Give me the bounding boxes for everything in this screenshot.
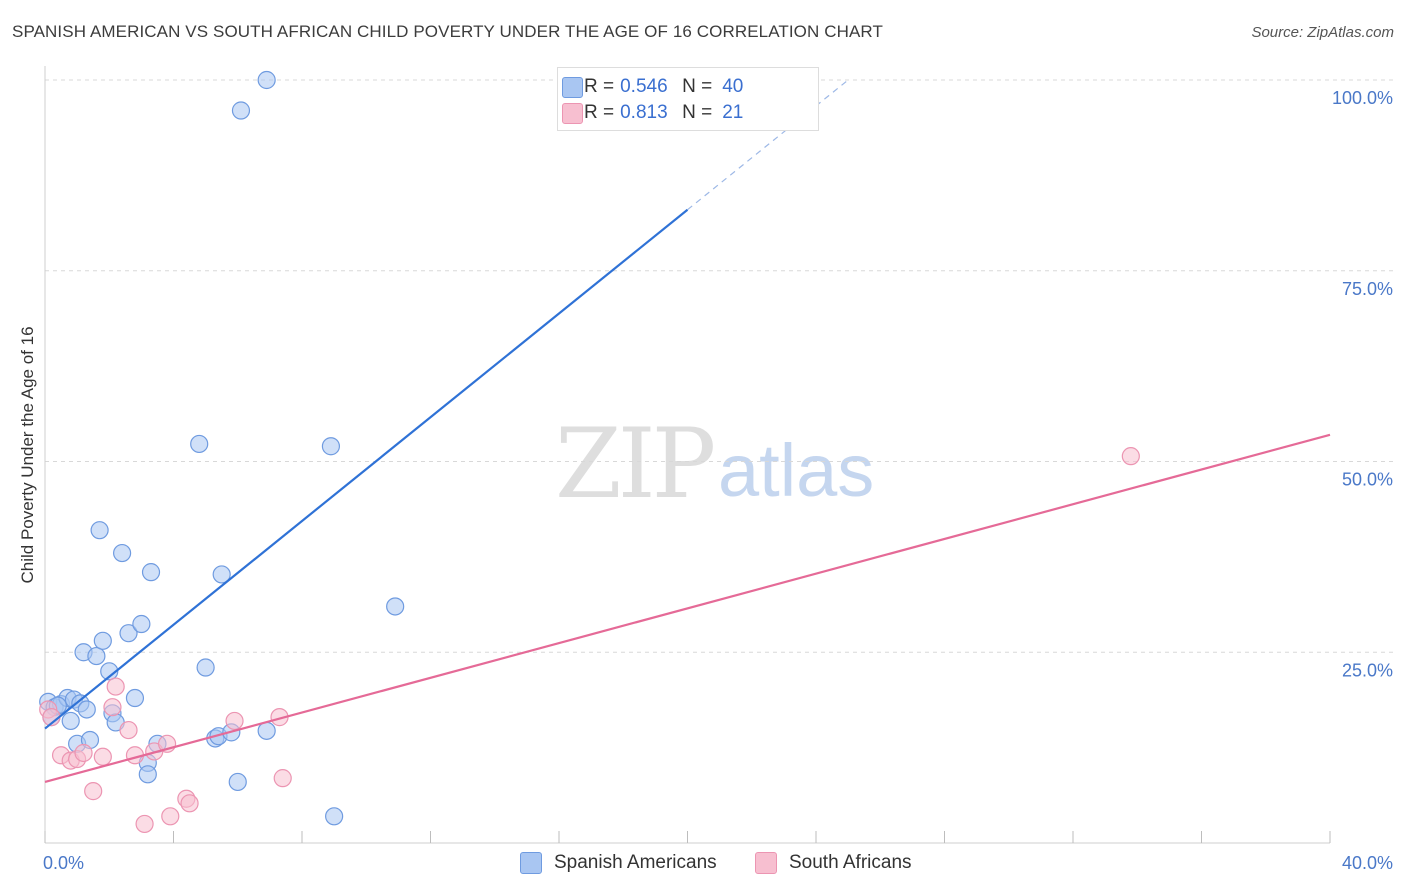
point-spanish-american — [100, 662, 119, 681]
point-spanish-american — [257, 70, 276, 90]
point-south-african — [180, 794, 199, 813]
point-south-african — [106, 677, 125, 696]
legend-row-spanish: R = 0.546 N = 40 — [562, 74, 744, 100]
point-south-african — [1121, 447, 1140, 466]
y-tick-label: 75.0% — [1342, 279, 1393, 299]
point-spanish-american — [93, 631, 112, 650]
chart-title: SPANISH AMERICAN VS SOUTH AFRICAN CHILD … — [12, 22, 883, 41]
point-spanish-american — [112, 543, 132, 563]
y-tick-label: 50.0% — [1342, 470, 1393, 490]
point-spanish-american — [90, 521, 109, 540]
point-south-african — [119, 720, 138, 740]
point-south-african — [74, 743, 93, 763]
point-spanish-american — [132, 614, 151, 634]
legend-swatch-spanish — [520, 852, 542, 874]
point-south-african — [103, 698, 122, 717]
legend-item-south[interactable]: South Africans — [755, 852, 912, 874]
source-label: Source: ZipAtlas.com — [1251, 24, 1394, 41]
y-tick-label: 25.0% — [1342, 660, 1393, 680]
stats-legend: R = 0.546 N = 40 R = 0.813 N = 21 — [557, 67, 819, 131]
legend-r-value: 0.546 — [620, 76, 668, 97]
point-spanish-american — [228, 772, 247, 792]
point-spanish-american — [119, 624, 138, 643]
point-spanish-american — [196, 658, 215, 677]
point-spanish-american — [87, 646, 106, 666]
point-spanish-american — [141, 563, 161, 582]
legend-swatch-south — [562, 103, 583, 124]
legend-swatch-south — [755, 852, 777, 874]
point-spanish-american — [61, 711, 80, 731]
legend-r-label: R = — [584, 102, 615, 123]
point-spanish-american — [125, 688, 145, 708]
point-south-african — [273, 769, 292, 788]
legend-n-value: 40 — [722, 76, 744, 97]
trendline-spanish-american — [44, 208, 689, 730]
series-legend: Spanish Americans South Africans — [0, 852, 1406, 878]
trendline-south-african — [44, 433, 1331, 784]
legend-label-south: South Africans — [789, 852, 912, 873]
point-spanish-american — [212, 565, 231, 584]
legend-row-south: R = 0.813 N = 21 — [562, 100, 744, 126]
point-spanish-american — [386, 597, 405, 616]
point-spanish-american — [257, 721, 276, 740]
legend-n-label: N = — [682, 76, 713, 97]
point-spanish-american — [77, 700, 96, 719]
legend-n-value: 21 — [722, 102, 744, 123]
trendline-spanish-american-extension — [687, 79, 849, 211]
legend-r-value: 0.813 — [620, 102, 668, 123]
point-south-african — [161, 807, 180, 826]
x-tick-label: 40.0% — [1342, 853, 1393, 873]
watermark-zip: ZIP — [555, 408, 716, 520]
legend-swatch-spanish — [562, 77, 583, 98]
point-spanish-american — [231, 101, 251, 120]
point-south-african — [93, 747, 112, 766]
x-tick-label: 0.0% — [43, 853, 84, 873]
point-south-african — [84, 782, 103, 801]
point-spanish-american — [138, 765, 157, 784]
point-spanish-american — [325, 807, 344, 826]
legend-r-label: R = — [584, 76, 615, 97]
legend-n-label: N = — [682, 102, 713, 123]
legend-item-spanish[interactable]: Spanish Americans — [520, 852, 717, 874]
point-south-african — [135, 814, 154, 834]
watermark-atlas: atlas — [718, 429, 875, 512]
legend-label-spanish: Spanish Americans — [554, 852, 717, 873]
y-tick-label: 100.0% — [1332, 88, 1393, 108]
point-spanish-american — [190, 434, 209, 454]
point-south-african — [225, 711, 244, 731]
point-spanish-american — [321, 437, 341, 456]
